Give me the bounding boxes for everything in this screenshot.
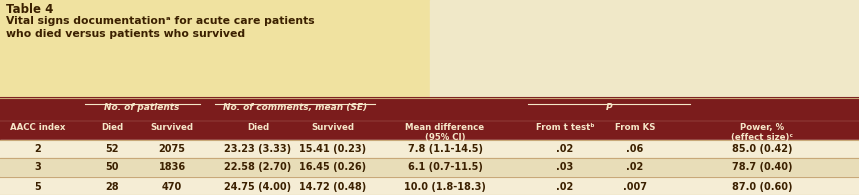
FancyBboxPatch shape xyxy=(0,2,428,98)
Text: No. of comments, mean (SE): No. of comments, mean (SE) xyxy=(223,103,367,112)
Text: 6.1 (0.7-11.5): 6.1 (0.7-11.5) xyxy=(407,162,483,172)
Text: 23.23 (3.33): 23.23 (3.33) xyxy=(224,144,291,154)
Text: 14.72 (0.48): 14.72 (0.48) xyxy=(300,182,367,191)
Text: Died: Died xyxy=(247,123,269,132)
Text: From t testᵇ: From t testᵇ xyxy=(536,123,594,132)
Bar xyxy=(0,177,859,195)
Text: .03: .03 xyxy=(557,162,574,172)
Text: .02: .02 xyxy=(557,144,574,154)
Text: 16.45 (0.26): 16.45 (0.26) xyxy=(300,162,367,172)
Text: No. of patients: No. of patients xyxy=(104,103,180,112)
Text: .06: .06 xyxy=(626,144,643,154)
Text: 2075: 2075 xyxy=(159,144,186,154)
Text: 24.75 (4.00): 24.75 (4.00) xyxy=(224,182,291,191)
Text: Died: Died xyxy=(101,123,123,132)
Text: 50: 50 xyxy=(106,162,119,172)
Bar xyxy=(0,140,859,158)
Text: 7.8 (1.1-14.5): 7.8 (1.1-14.5) xyxy=(407,144,483,154)
Text: 52: 52 xyxy=(106,144,119,154)
Text: 87.0 (0.60): 87.0 (0.60) xyxy=(732,182,792,191)
Text: who died versus patients who survived: who died versus patients who survived xyxy=(6,29,245,39)
Text: 15.41 (0.23): 15.41 (0.23) xyxy=(300,144,367,154)
Text: Vital signs documentationᵃ for acute care patients: Vital signs documentationᵃ for acute car… xyxy=(6,16,314,26)
Text: 3: 3 xyxy=(34,162,41,172)
Text: 10.0 (1.8-18.3): 10.0 (1.8-18.3) xyxy=(404,182,486,191)
Text: 22.58 (2.70): 22.58 (2.70) xyxy=(224,162,291,172)
Text: Table 4: Table 4 xyxy=(6,3,53,16)
Text: 470: 470 xyxy=(161,182,182,191)
Bar xyxy=(0,0,430,98)
Text: 85.0 (0.42): 85.0 (0.42) xyxy=(732,144,792,154)
Text: 2: 2 xyxy=(34,144,41,154)
Text: 28: 28 xyxy=(105,182,119,191)
Text: P: P xyxy=(606,103,612,112)
Text: Power, %
(effect size)ᶜ: Power, % (effect size)ᶜ xyxy=(731,123,793,142)
Text: 1836: 1836 xyxy=(158,162,186,172)
Text: AACC index: AACC index xyxy=(10,123,66,132)
Text: 5: 5 xyxy=(34,182,41,191)
Text: Mean difference
(95% CI): Mean difference (95% CI) xyxy=(405,123,484,142)
Text: 78.7 (0.40): 78.7 (0.40) xyxy=(732,162,792,172)
Text: From KS: From KS xyxy=(615,123,655,132)
Bar xyxy=(0,98,859,140)
Bar xyxy=(430,0,859,98)
Text: Survived: Survived xyxy=(312,123,355,132)
Bar xyxy=(0,158,859,176)
Text: Survived: Survived xyxy=(150,123,193,132)
Text: .02: .02 xyxy=(557,182,574,191)
Text: .007: .007 xyxy=(623,182,647,191)
Text: .02: .02 xyxy=(626,162,643,172)
